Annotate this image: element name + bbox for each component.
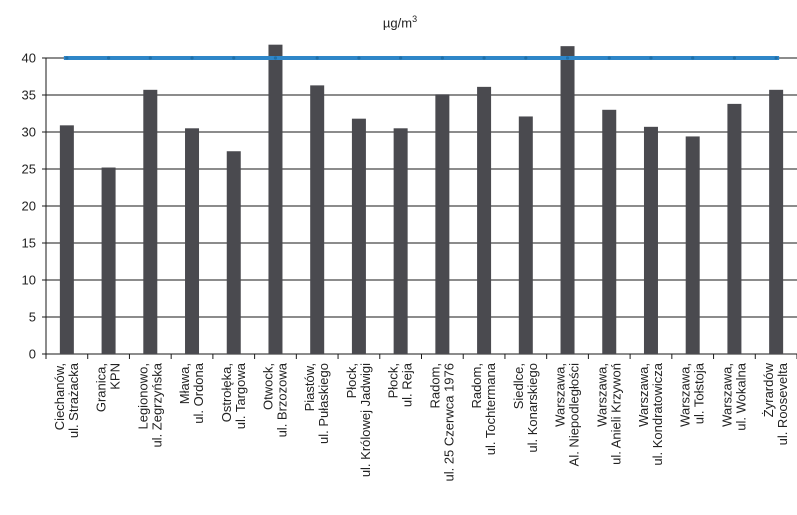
bar [727, 103, 742, 354]
x-tick-label: Ostrołęka, [219, 363, 234, 422]
x-axis-ticks [45, 354, 797, 359]
bars [59, 44, 784, 355]
bar [560, 46, 575, 354]
x-tick-label: Siedlce, [511, 363, 526, 409]
x-tick-label: KPN [108, 363, 123, 390]
x-tick-label: ul. Kondratowicza [650, 362, 665, 465]
limit-line-point [482, 56, 486, 60]
x-tick-label: Radom, [469, 363, 484, 409]
limit-line-series [63, 56, 780, 60]
bar [643, 126, 658, 354]
x-tick-label: Radom, [427, 363, 442, 409]
x-tick-label: Piastów, [302, 363, 317, 411]
x-tick-label: ul. 25 Czerwca 1976 [441, 363, 456, 482]
limit-line-point [65, 56, 69, 60]
x-tick-label: Al. Niepodległości [567, 363, 582, 466]
x-tick-label: ul. Pułaskiego [316, 363, 331, 444]
x-tick-label: ul. Ordona [191, 362, 206, 423]
x-tick-label: ul. Strażacka [66, 362, 81, 438]
bar [185, 128, 200, 354]
bar [226, 151, 241, 354]
x-tick-label: ul. Brzozowa [274, 362, 289, 437]
limit-line-point [732, 56, 737, 60]
y-tick-label-35: 35 [22, 88, 36, 103]
limit-line-point [524, 56, 528, 60]
y-tick-label-25: 25 [22, 162, 36, 177]
x-tick-label: ul. Królowej Jadwigi [358, 363, 373, 477]
y-tick-label-15: 15 [22, 236, 36, 251]
x-tick-label: Warszawa, [594, 363, 609, 427]
limit-line-point [565, 56, 570, 60]
x-tick-label: ul. Zegrzyńska [149, 362, 164, 447]
y-tick-label-20: 20 [22, 199, 36, 214]
x-tick-label: ul. Roosevelta [775, 362, 790, 445]
x-tick-label: Płock, [344, 363, 359, 398]
x-tick-label: Warszawa, [678, 363, 693, 427]
limit-line-point [148, 56, 152, 60]
y-tick-label-5: 5 [29, 310, 36, 325]
x-tick-label: Legionowo, [135, 363, 150, 430]
bar [101, 167, 116, 354]
limit-line-point [357, 56, 361, 60]
limit-line-point [315, 56, 319, 60]
bar [602, 109, 617, 354]
x-tick-label: Otwock, [260, 363, 275, 410]
limit-line-point [691, 56, 695, 60]
bar [685, 136, 700, 354]
unit-label: µg/m3 [360, 14, 440, 30]
bar [435, 94, 450, 354]
x-tick-label: Ciechanów, [52, 363, 67, 430]
x-tick-label: Warszawa, [636, 363, 651, 427]
bar [268, 44, 283, 355]
unit-label-superscript: 3 [412, 14, 418, 24]
x-tick-label: ul. Wokalna [733, 362, 748, 430]
y-tick-label-10: 10 [22, 273, 36, 288]
x-tick-label: Granica, [94, 363, 109, 412]
limit-line-point [273, 56, 278, 60]
bar [477, 86, 492, 355]
limit-line-point [190, 56, 194, 60]
limit-line-point [440, 56, 444, 60]
limit-line-point [399, 56, 403, 60]
bar [518, 116, 533, 355]
unit-label-base: µg/m [382, 15, 413, 31]
limit-line-point [607, 56, 611, 60]
x-tick-label: Warszawa, [719, 363, 734, 427]
x-axis-labels: Ciechanów, ul. Strażacka Granica, KPN Legion… [52, 362, 790, 481]
limit-line-point [106, 56, 111, 60]
y-axis-ticks: 0 5 10 15 20 25 30 35 40 [22, 51, 36, 362]
bar [769, 89, 784, 354]
x-tick-label: Żyrardów [761, 362, 776, 417]
y-tick-label-40: 40 [22, 51, 36, 66]
y-tick-label-30: 30 [22, 125, 36, 140]
x-tick-label: Płock, [386, 363, 401, 398]
bar [393, 128, 408, 354]
bar [310, 85, 325, 354]
x-tick-label: ul. Tochtermana [483, 362, 498, 455]
x-tick-label: ul. Tołstoja [692, 362, 707, 424]
limit-line-point [232, 56, 236, 60]
x-tick-label: ul. Targowa [233, 362, 248, 429]
y-tick-label-0: 0 [29, 347, 36, 362]
limit-line-point [649, 56, 653, 60]
x-tick-label: Warszawa, [553, 363, 568, 427]
x-tick-label: ul. Reja [400, 362, 415, 407]
x-tick-label: Mława, [177, 363, 192, 404]
limit-line-point [774, 56, 778, 60]
bar [143, 89, 158, 354]
bar [351, 118, 366, 355]
x-tick-label: ul. Anieli Krzywoń [608, 363, 623, 465]
bar [59, 125, 74, 354]
x-tick-label: ul. Konarskiego [525, 363, 540, 453]
